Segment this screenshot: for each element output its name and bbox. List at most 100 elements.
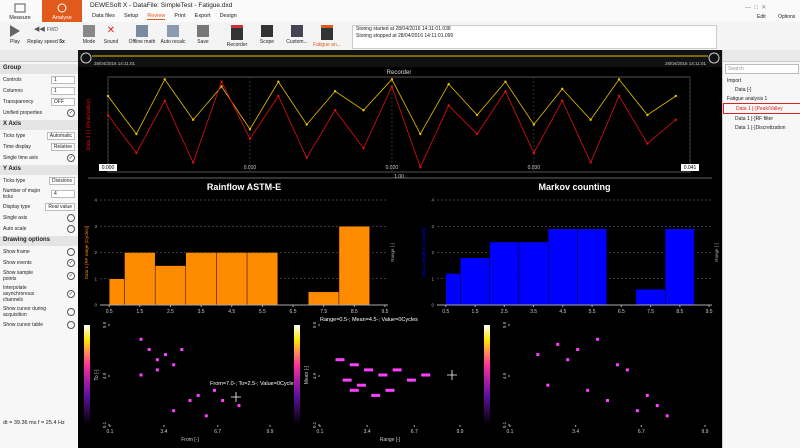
mode-button[interactable]: Mode xyxy=(74,25,104,45)
y-tick-label: 0.1 xyxy=(502,421,507,428)
property-value[interactable]: Real value xyxy=(45,202,75,211)
sample-point xyxy=(277,80,280,83)
x-axis-label: Range [-] xyxy=(380,437,401,443)
fatigue-button[interactable]: Fatigue an... xyxy=(312,25,342,48)
window-controls[interactable]: — □ ✕ xyxy=(745,5,767,11)
matrix-cell xyxy=(586,388,590,392)
matrix-cell xyxy=(164,353,168,357)
x-tick-label: 2.5 xyxy=(501,309,508,315)
mode-measure[interactable]: Measure xyxy=(0,0,40,22)
y-tick-label: 0 xyxy=(94,303,97,308)
property-value[interactable]: 4 xyxy=(51,189,75,198)
toolbar: Play ◀◀ FWD Replay speed 5x Mode ✕ Sound O… xyxy=(0,22,800,51)
tree-item[interactable]: Fatigue analysis 1 xyxy=(727,95,768,102)
tab[interactable]: Data files xyxy=(92,13,115,19)
sample-point xyxy=(419,132,422,136)
sample-point xyxy=(305,156,308,159)
property-row: Ticks type Divisions xyxy=(0,175,78,186)
tab[interactable]: Review xyxy=(147,13,166,20)
checkbox[interactable] xyxy=(67,307,75,316)
tree-item[interactable]: Data 1 [-]RF filter xyxy=(735,115,774,122)
property-row: Interpolate asynchronous channels xyxy=(0,283,78,304)
matrix-cell xyxy=(356,383,366,387)
tree-item[interactable]: Data 1 [-]Discretization xyxy=(735,124,786,131)
checkbox[interactable] xyxy=(67,213,75,222)
tree-item[interactable]: Data [-] xyxy=(735,86,752,93)
play-button[interactable]: Play xyxy=(0,25,30,45)
recorder-button[interactable]: Recorder xyxy=(222,25,252,48)
property-value[interactable]: 1 xyxy=(51,86,75,95)
property-value[interactable]: Divisions xyxy=(48,176,75,185)
sample-point xyxy=(277,94,280,98)
checkbox[interactable] xyxy=(67,271,75,280)
sample-point xyxy=(135,151,138,155)
property-value[interactable]: OFF xyxy=(51,97,75,106)
x-tick-label: 1.5 xyxy=(472,309,479,315)
x-tick-label: 4.5 xyxy=(228,309,235,315)
sample-point xyxy=(191,118,195,121)
checkbox[interactable] xyxy=(67,108,75,117)
plot-frame xyxy=(107,76,691,173)
offline-math-button[interactable]: Offline math xyxy=(125,25,159,45)
auto-recalc-button[interactable]: Auto recalc xyxy=(156,25,190,45)
checkbox[interactable] xyxy=(67,153,75,162)
matrix-cell xyxy=(349,363,359,367)
x-tick-label: 3.4 xyxy=(160,429,167,435)
checkbox[interactable] xyxy=(67,289,75,298)
cursor-readout: Range=0.5-; Mean=4.5-; Value=0Cycles xyxy=(320,317,418,323)
matrix-cell xyxy=(342,378,352,382)
property-row: Show cursor during acquisition xyxy=(0,304,78,319)
tree-item[interactable]: Import xyxy=(727,77,742,84)
matrix-cell xyxy=(371,393,381,397)
overview-strip xyxy=(78,50,722,67)
property-value[interactable]: 1 xyxy=(51,75,75,84)
y-tick-label: 9.9 xyxy=(502,321,507,328)
checkbox[interactable] xyxy=(67,320,75,329)
save-button[interactable]: Save xyxy=(188,25,218,45)
sample-point xyxy=(617,78,621,81)
edit-menu[interactable]: Edit xyxy=(757,14,766,20)
custom-button[interactable]: Custom... xyxy=(282,25,312,45)
property-value[interactable]: Relative xyxy=(50,142,75,151)
replay-speed[interactable]: ◀◀ FWD Replay speed 5x xyxy=(27,26,65,45)
property-label: Show cursor during acquisition xyxy=(3,305,47,318)
sample-point xyxy=(333,109,337,112)
y2-axis-label: Range [-] xyxy=(390,243,395,262)
scope-button[interactable]: Scope xyxy=(252,25,282,45)
tree-item[interactable]: Data 1 [-]Peak/Valley xyxy=(723,103,800,114)
tab[interactable]: Design xyxy=(219,13,237,19)
x-tick-label: 7.5 xyxy=(647,309,654,315)
tab[interactable]: Print xyxy=(174,13,186,19)
x-tick-label: 0.041 xyxy=(684,165,697,171)
matrix-cell xyxy=(204,414,208,418)
x-tick-label: 6.7 xyxy=(638,429,645,435)
nav-left[interactable] xyxy=(80,52,92,64)
icon xyxy=(57,3,67,13)
tab[interactable]: Setup xyxy=(123,13,139,19)
sound-button[interactable]: ✕ Sound xyxy=(103,25,119,45)
x-tick-label: 5.5 xyxy=(259,309,266,315)
x-tick-label: 8.5 xyxy=(676,309,683,315)
sample-point xyxy=(532,151,536,155)
histogram-bar xyxy=(547,228,578,306)
checkbox[interactable] xyxy=(67,247,75,256)
sample-point xyxy=(447,82,450,86)
mode-analyse[interactable]: Analyse xyxy=(42,0,82,22)
matrix-cell xyxy=(566,358,570,362)
nav-right[interactable] xyxy=(708,52,720,64)
tab[interactable]: Export xyxy=(194,13,211,19)
sections: Group Controls 1 Columns 1 Transparency OFF Uni… xyxy=(0,64,78,330)
options-menu[interactable]: Options xyxy=(778,14,796,20)
properties-panel: Group Controls 1 Columns 1 Transparency OFF Uni… xyxy=(0,50,79,448)
log-line: Storing stopped at 28/04/2016 14:11:01.0… xyxy=(356,33,454,39)
checkbox[interactable] xyxy=(67,224,75,233)
property-row: Columns 1 xyxy=(0,85,78,96)
matrix-cell xyxy=(421,373,431,377)
y-axis-label: Data 1 [Markov (Cycles)] xyxy=(421,228,426,278)
search-box[interactable]: Search xyxy=(725,64,799,74)
property-value[interactable]: Automatic xyxy=(46,131,75,140)
matrix-cell xyxy=(155,368,159,372)
panel-icons xyxy=(0,50,78,62)
checkbox[interactable] xyxy=(67,258,75,267)
